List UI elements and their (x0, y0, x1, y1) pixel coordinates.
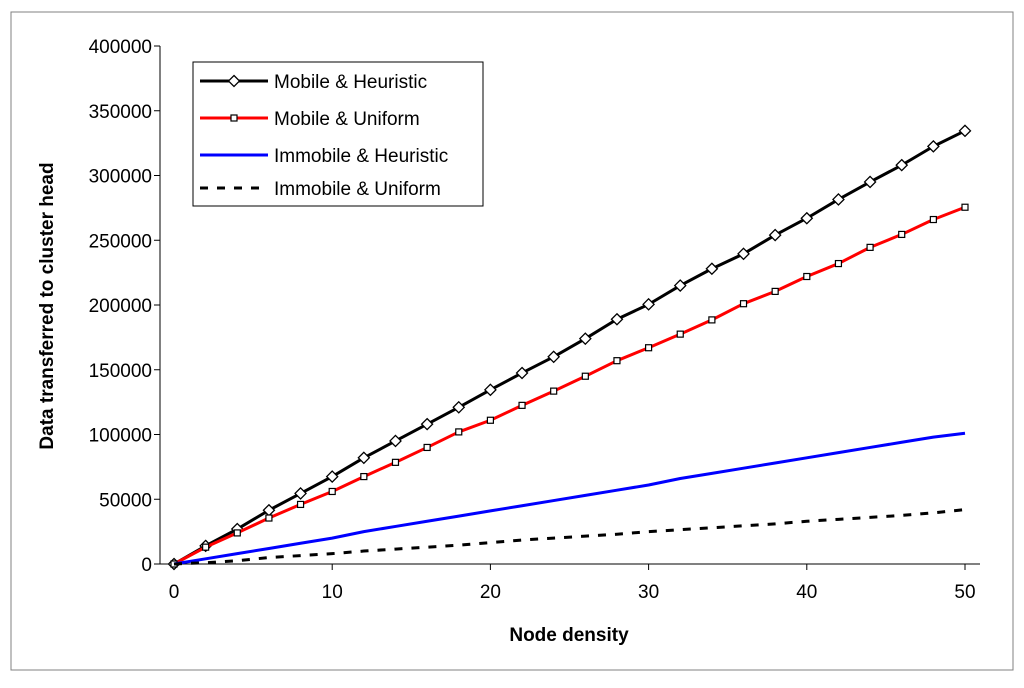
data-point (613, 357, 621, 365)
legend-label: Mobile & Uniform (274, 109, 420, 130)
data-point (294, 487, 307, 500)
data-point (800, 211, 814, 225)
data-point (771, 287, 779, 296)
data-point (328, 487, 336, 496)
data-point (929, 215, 937, 224)
data-point (898, 230, 906, 239)
data-point (705, 262, 719, 276)
x-tick-label: 40 (796, 582, 817, 603)
data-point (673, 279, 687, 292)
data-point (389, 434, 402, 448)
data-point (233, 529, 241, 537)
data-point (737, 247, 750, 261)
series-line-mobile-and-uniform (173, 205, 966, 566)
y-tick-label: 250000 (89, 231, 152, 252)
data-point (961, 203, 969, 211)
series-line-mobile-and-heuristic (173, 129, 966, 566)
y-tick-label: 0 (141, 555, 152, 576)
legend: Mobile & Heuristic Mobile & Uniform Immobi… (192, 61, 484, 207)
data-point (739, 300, 748, 308)
data-point (642, 297, 656, 311)
data-point (202, 543, 210, 551)
x-tick-label: 10 (322, 582, 343, 603)
data-point (958, 124, 972, 138)
data-point (581, 372, 589, 380)
data-point (578, 332, 592, 346)
x-tick-label: 30 (638, 582, 659, 603)
series-immobile-and-heuristic (173, 431, 966, 566)
data-point (452, 400, 466, 414)
x-axis-title: Node density (509, 625, 629, 646)
y-axis-title: Data transferred to cluster head (37, 162, 58, 449)
data-point (357, 451, 371, 465)
data-point (325, 470, 339, 484)
data-point (866, 243, 874, 251)
data-point (547, 350, 561, 364)
data-point (550, 387, 558, 395)
y-tick-label: 50000 (99, 490, 152, 511)
data-point (644, 344, 653, 352)
data-point (296, 500, 305, 509)
y-tick-label: 100000 (89, 426, 152, 447)
legend-marker (227, 74, 241, 88)
series-layer (167, 124, 972, 571)
data-point (515, 366, 529, 380)
data-point (486, 416, 494, 424)
data-point (768, 228, 782, 242)
data-point (423, 443, 431, 452)
series-immobile-and-uniform (173, 508, 966, 566)
chart-outer-border (10, 11, 1014, 671)
data-point (360, 472, 368, 481)
legend-label: Immobile & Uniform (274, 179, 441, 200)
series-line-immobile-and-uniform (173, 508, 966, 566)
y-tick-label: 300000 (89, 167, 152, 188)
data-point (420, 417, 434, 431)
legend-entry-immobile-and-uniform: Immobile & Uniform (200, 179, 441, 200)
data-point (863, 175, 877, 189)
y-tick-label: 150000 (89, 361, 152, 382)
y-tick-label: 350000 (89, 102, 152, 123)
legend-label: Immobile & Heuristic (274, 146, 448, 167)
x-tick-label: 0 (169, 582, 180, 603)
legend-box (192, 61, 484, 207)
series-line-immobile-and-heuristic (173, 431, 966, 566)
data-point (708, 316, 716, 324)
data-point (834, 259, 843, 268)
data-point (483, 383, 497, 397)
y-tick-label: 200000 (89, 296, 152, 317)
data-point (803, 272, 811, 281)
series-mobile-and-uniform (170, 203, 969, 568)
legend-label: Mobile & Heuristic (274, 72, 427, 93)
data-point (832, 193, 845, 206)
axes: 0 50000 100000 150000 200000 250000 300000 3500… (89, 37, 980, 603)
data-point (455, 428, 463, 436)
x-tick-label: 50 (954, 582, 975, 603)
data-point (926, 139, 940, 153)
data-point (518, 401, 526, 409)
data-point (676, 330, 684, 338)
legend-entry-immobile-and-heuristic: Immobile & Heuristic (200, 146, 448, 167)
data-point (895, 158, 909, 172)
x-tick-label: 20 (480, 582, 501, 603)
data-point (265, 514, 273, 522)
data-point (391, 458, 400, 466)
legend-entry-mobile-and-heuristic: Mobile & Heuristic (200, 72, 427, 93)
legend-entry-mobile-and-uniform: Mobile & Uniform (200, 109, 420, 130)
legend-marker (230, 114, 238, 122)
data-point (610, 312, 624, 326)
y-tick-label: 400000 (89, 37, 152, 58)
